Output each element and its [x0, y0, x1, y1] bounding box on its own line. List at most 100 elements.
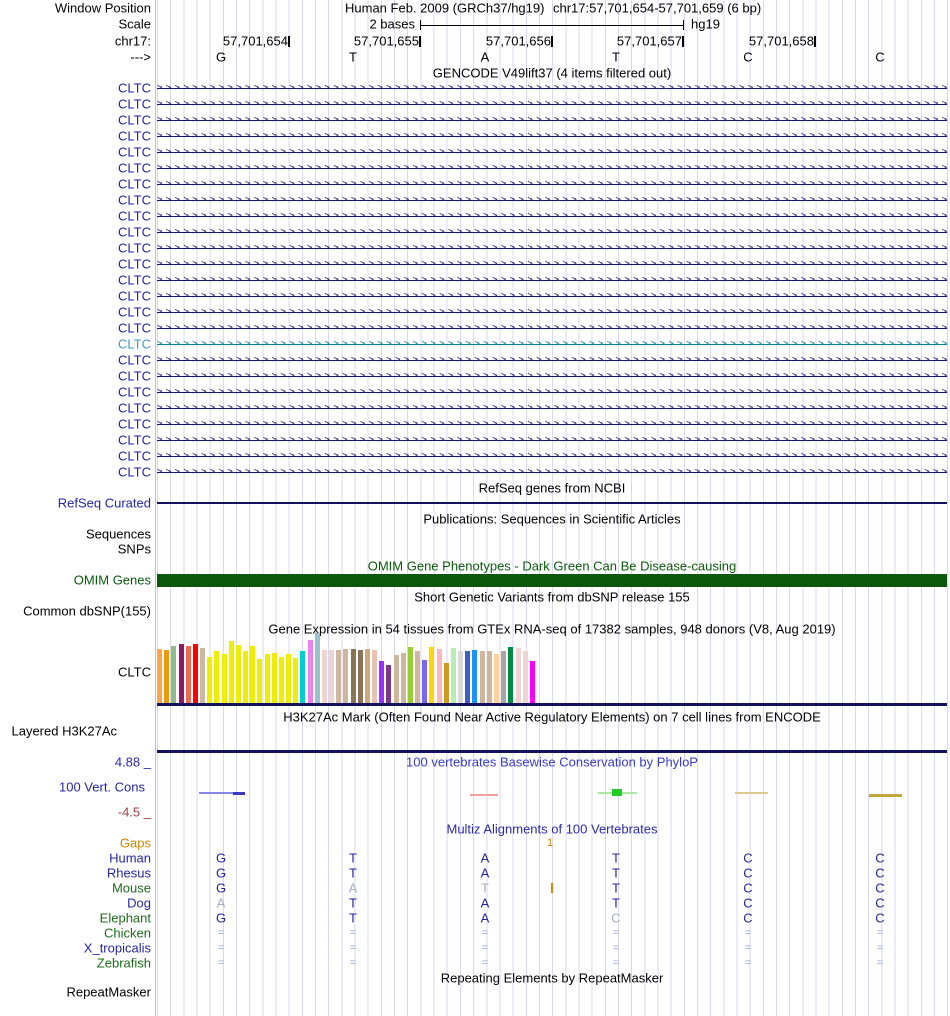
- gtex-tissue-bar-32[interactable]: [379, 661, 384, 703]
- gtex-tissue-bar-40[interactable]: [437, 649, 442, 703]
- gtex-tissue-bar-34[interactable]: [394, 655, 399, 703]
- gtex-tissue-bar-9[interactable]: [214, 651, 219, 703]
- left-label-mouse[interactable]: Mouse: [111, 880, 151, 896]
- gtex-tissue-bar-22[interactable]: [308, 640, 313, 703]
- gene-label-cltc-12[interactable]: CLTC: [118, 256, 151, 272]
- left-label-layered-h3k27ac[interactable]: Layered H3K27Ac: [11, 723, 117, 739]
- left-label-repeatmasker[interactable]: RepeatMasker: [66, 984, 151, 1000]
- gtex-tissue-bar-23[interactable]: [315, 633, 320, 703]
- gene-label-cltc-2[interactable]: CLTC: [118, 96, 151, 112]
- gene-row-cltc-3[interactable]: >>>>>>>>>>>>>>>>>>>>>>>>>>>>>>>>>>>>>>>>…: [157, 112, 947, 128]
- gtex-tissue-bar-49[interactable]: [501, 651, 506, 703]
- gene-row-cltc-15[interactable]: >>>>>>>>>>>>>>>>>>>>>>>>>>>>>>>>>>>>>>>>…: [157, 304, 947, 320]
- gtex-gene-model-line[interactable]: [157, 703, 947, 706]
- gene-label-cltc-15[interactable]: CLTC: [118, 304, 151, 320]
- omim-gene-bar[interactable]: [157, 574, 947, 587]
- gene-label-cltc-1[interactable]: CLTC: [118, 80, 151, 96]
- gtex-tissue-bar-42[interactable]: [451, 648, 456, 703]
- gtex-tissue-bar-43[interactable]: [458, 651, 463, 703]
- gtex-tissue-bar-15[interactable]: [257, 659, 262, 703]
- gene-label-cltc-11[interactable]: CLTC: [118, 240, 151, 256]
- gene-row-cltc-5[interactable]: >>>>>>>>>>>>>>>>>>>>>>>>>>>>>>>>>>>>>>>>…: [157, 144, 947, 160]
- gtex-tissue-bar-17[interactable]: [272, 653, 277, 703]
- gene-row-cltc-4[interactable]: >>>>>>>>>>>>>>>>>>>>>>>>>>>>>>>>>>>>>>>>…: [157, 128, 947, 144]
- gene-row-cltc-25[interactable]: >>>>>>>>>>>>>>>>>>>>>>>>>>>>>>>>>>>>>>>>…: [157, 464, 947, 480]
- gtex-tissue-bar-48[interactable]: [494, 654, 499, 703]
- gtex-tissue-bar-3[interactable]: [171, 646, 176, 703]
- left-label-100-vert-cons[interactable]: 100 Vert. Cons: [59, 779, 145, 795]
- gtex-tissue-bar-6[interactable]: [193, 644, 198, 703]
- gene-row-cltc-6[interactable]: >>>>>>>>>>>>>>>>>>>>>>>>>>>>>>>>>>>>>>>>…: [157, 160, 947, 176]
- left-label-snps[interactable]: SNPs: [117, 541, 151, 557]
- left-label-zebrafish[interactable]: Zebrafish: [96, 955, 151, 971]
- track-title-multiz-alignments-of-100-vertebrates[interactable]: Multiz Alignments of 100 Vertebrates: [446, 821, 658, 837]
- gene-row-cltc-18[interactable]: >>>>>>>>>>>>>>>>>>>>>>>>>>>>>>>>>>>>>>>>…: [157, 352, 947, 368]
- gene-row-cltc-24[interactable]: >>>>>>>>>>>>>>>>>>>>>>>>>>>>>>>>>>>>>>>>…: [157, 448, 947, 464]
- gene-label-cltc-14[interactable]: CLTC: [118, 288, 151, 304]
- gene-label-cltc-16[interactable]: CLTC: [118, 320, 151, 336]
- gene-label-cltc-23[interactable]: CLTC: [118, 432, 151, 448]
- gtex-tissue-bar-39[interactable]: [429, 647, 434, 703]
- track-title-h3k27ac-mark-often-found-near-active-reg[interactable]: H3K27Ac Mark (Often Found Near Active Re…: [283, 709, 821, 725]
- gtex-tissue-bar-44[interactable]: [465, 651, 470, 703]
- gtex-tissue-bar-11[interactable]: [229, 641, 234, 703]
- gtex-tissue-bar-18[interactable]: [279, 657, 284, 703]
- gene-row-cltc-21[interactable]: >>>>>>>>>>>>>>>>>>>>>>>>>>>>>>>>>>>>>>>>…: [157, 400, 947, 416]
- gtex-tissue-bar-51[interactable]: [516, 648, 521, 703]
- gene-row-cltc-1[interactable]: >>>>>>>>>>>>>>>>>>>>>>>>>>>>>>>>>>>>>>>>…: [157, 80, 947, 96]
- gtex-tissue-bar-24[interactable]: [322, 650, 327, 703]
- gene-row-cltc-8[interactable]: >>>>>>>>>>>>>>>>>>>>>>>>>>>>>>>>>>>>>>>>…: [157, 192, 947, 208]
- gene-row-cltc-9[interactable]: >>>>>>>>>>>>>>>>>>>>>>>>>>>>>>>>>>>>>>>>…: [157, 208, 947, 224]
- gtex-tissue-bar-21[interactable]: [300, 651, 305, 703]
- left-label-chicken[interactable]: Chicken: [104, 925, 151, 941]
- left-label-elephant[interactable]: Elephant: [99, 910, 151, 926]
- left-label-gaps[interactable]: Gaps: [119, 835, 151, 851]
- track-title-repeating-elements-by-repeatmasker[interactable]: Repeating Elements by RepeatMasker: [440, 970, 664, 986]
- gtex-tissue-bar-12[interactable]: [236, 645, 241, 703]
- gtex-tissue-bar-20[interactable]: [293, 658, 298, 703]
- gtex-tissue-bar-4[interactable]: [179, 644, 184, 703]
- gene-label-cltc-7[interactable]: CLTC: [118, 176, 151, 192]
- gene-label-cltc-8[interactable]: CLTC: [118, 192, 151, 208]
- gene-label-cltc-18[interactable]: CLTC: [118, 352, 151, 368]
- gene-row-cltc-20[interactable]: >>>>>>>>>>>>>>>>>>>>>>>>>>>>>>>>>>>>>>>>…: [157, 384, 947, 400]
- gene-row-cltc-10[interactable]: >>>>>>>>>>>>>>>>>>>>>>>>>>>>>>>>>>>>>>>>…: [157, 224, 947, 240]
- gtex-tissue-bar-25[interactable]: [329, 650, 334, 703]
- gene-label-cltc-17[interactable]: CLTC: [118, 336, 151, 352]
- gtex-tissue-bar-7[interactable]: [200, 648, 205, 703]
- left-label-sequences[interactable]: Sequences: [85, 526, 151, 542]
- gtex-tissue-bar-41[interactable]: [444, 663, 449, 703]
- gene-label-cltc-3[interactable]: CLTC: [118, 112, 151, 128]
- track-title-100-vertebrates-basewise-conservation-by[interactable]: 100 vertebrates Basewise Conservation by…: [406, 754, 698, 770]
- left-label-omim-genes[interactable]: OMIM Genes: [73, 572, 151, 588]
- gtex-tissue-bar-53[interactable]: [530, 661, 535, 703]
- gene-label-cltc-6[interactable]: CLTC: [118, 160, 151, 176]
- track-title-publications-sequences-in-scientific-art[interactable]: Publications: Sequences in Scientific Ar…: [423, 511, 681, 527]
- gene-label-cltc-19[interactable]: CLTC: [118, 368, 151, 384]
- gtex-tissue-bar-36[interactable]: [408, 647, 413, 703]
- gtex-tissue-bar-30[interactable]: [365, 649, 370, 703]
- gene-row-cltc-17[interactable]: >>>>>>>>>>>>>>>>>>>>>>>>>>>>>>>>>>>>>>>>…: [157, 336, 947, 352]
- gtex-tissue-bar-50[interactable]: [508, 647, 513, 703]
- refseq-curated-gene-line[interactable]: [157, 502, 947, 504]
- track-title-omim-gene-phenotypes-dark-green-can-be-d[interactable]: OMIM Gene Phenotypes - Dark Green Can Be…: [367, 558, 737, 574]
- gene-row-cltc-19[interactable]: >>>>>>>>>>>>>>>>>>>>>>>>>>>>>>>>>>>>>>>>…: [157, 368, 947, 384]
- gene-row-cltc-14[interactable]: >>>>>>>>>>>>>>>>>>>>>>>>>>>>>>>>>>>>>>>>…: [157, 288, 947, 304]
- gene-row-cltc-13[interactable]: >>>>>>>>>>>>>>>>>>>>>>>>>>>>>>>>>>>>>>>>…: [157, 272, 947, 288]
- gtex-tissue-bar-1[interactable]: [157, 649, 162, 703]
- gtex-tissue-bar-26[interactable]: [336, 650, 341, 703]
- gtex-tissue-bar-10[interactable]: [222, 654, 227, 703]
- track-title-refseq-genes-from-ncbi[interactable]: RefSeq genes from NCBI: [478, 480, 626, 496]
- gene-label-cltc-25[interactable]: CLTC: [118, 464, 151, 480]
- gtex-tissue-bar-5[interactable]: [186, 646, 191, 703]
- left-label-human[interactable]: Human: [109, 850, 151, 866]
- gtex-tissue-bar-47[interactable]: [487, 651, 492, 703]
- gtex-tissue-bar-16[interactable]: [265, 654, 270, 703]
- gtex-tissue-bar-8[interactable]: [207, 657, 212, 703]
- gene-row-cltc-16[interactable]: >>>>>>>>>>>>>>>>>>>>>>>>>>>>>>>>>>>>>>>>…: [157, 320, 947, 336]
- gtex-tissue-bar-31[interactable]: [372, 650, 377, 703]
- gene-row-cltc-22[interactable]: >>>>>>>>>>>>>>>>>>>>>>>>>>>>>>>>>>>>>>>>…: [157, 416, 947, 432]
- gene-label-cltc-24[interactable]: CLTC: [118, 448, 151, 464]
- gtex-tissue-bar-33[interactable]: [386, 665, 391, 703]
- left-label-rhesus[interactable]: Rhesus: [106, 865, 151, 881]
